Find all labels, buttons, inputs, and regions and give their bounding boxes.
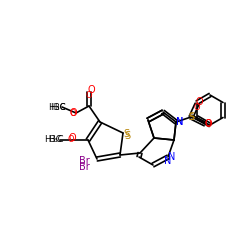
Text: Br: Br <box>78 156 90 166</box>
Text: H3C: H3C <box>44 136 62 144</box>
Text: O: O <box>68 136 74 144</box>
Text: O: O <box>205 120 211 128</box>
Text: H3C: H3C <box>48 102 66 112</box>
Text: O: O <box>69 108 77 118</box>
Text: Br: Br <box>78 162 90 172</box>
Text: O: O <box>195 97 203 107</box>
Text: N: N <box>176 117 184 127</box>
Text: S: S <box>188 112 194 122</box>
Text: N: N <box>164 156 172 166</box>
Text: O: O <box>86 90 92 100</box>
Text: S: S <box>124 131 130 141</box>
Text: N: N <box>168 152 176 162</box>
Text: S: S <box>123 129 129 139</box>
Text: S: S <box>188 112 194 122</box>
Text: O: O <box>70 108 76 118</box>
Text: H₃C: H₃C <box>50 102 66 112</box>
Text: H₃C: H₃C <box>48 136 64 144</box>
Text: O: O <box>68 133 76 143</box>
Text: N: N <box>176 117 184 127</box>
Text: O: O <box>194 102 200 112</box>
Text: O: O <box>204 119 212 129</box>
Text: O: O <box>87 85 95 95</box>
